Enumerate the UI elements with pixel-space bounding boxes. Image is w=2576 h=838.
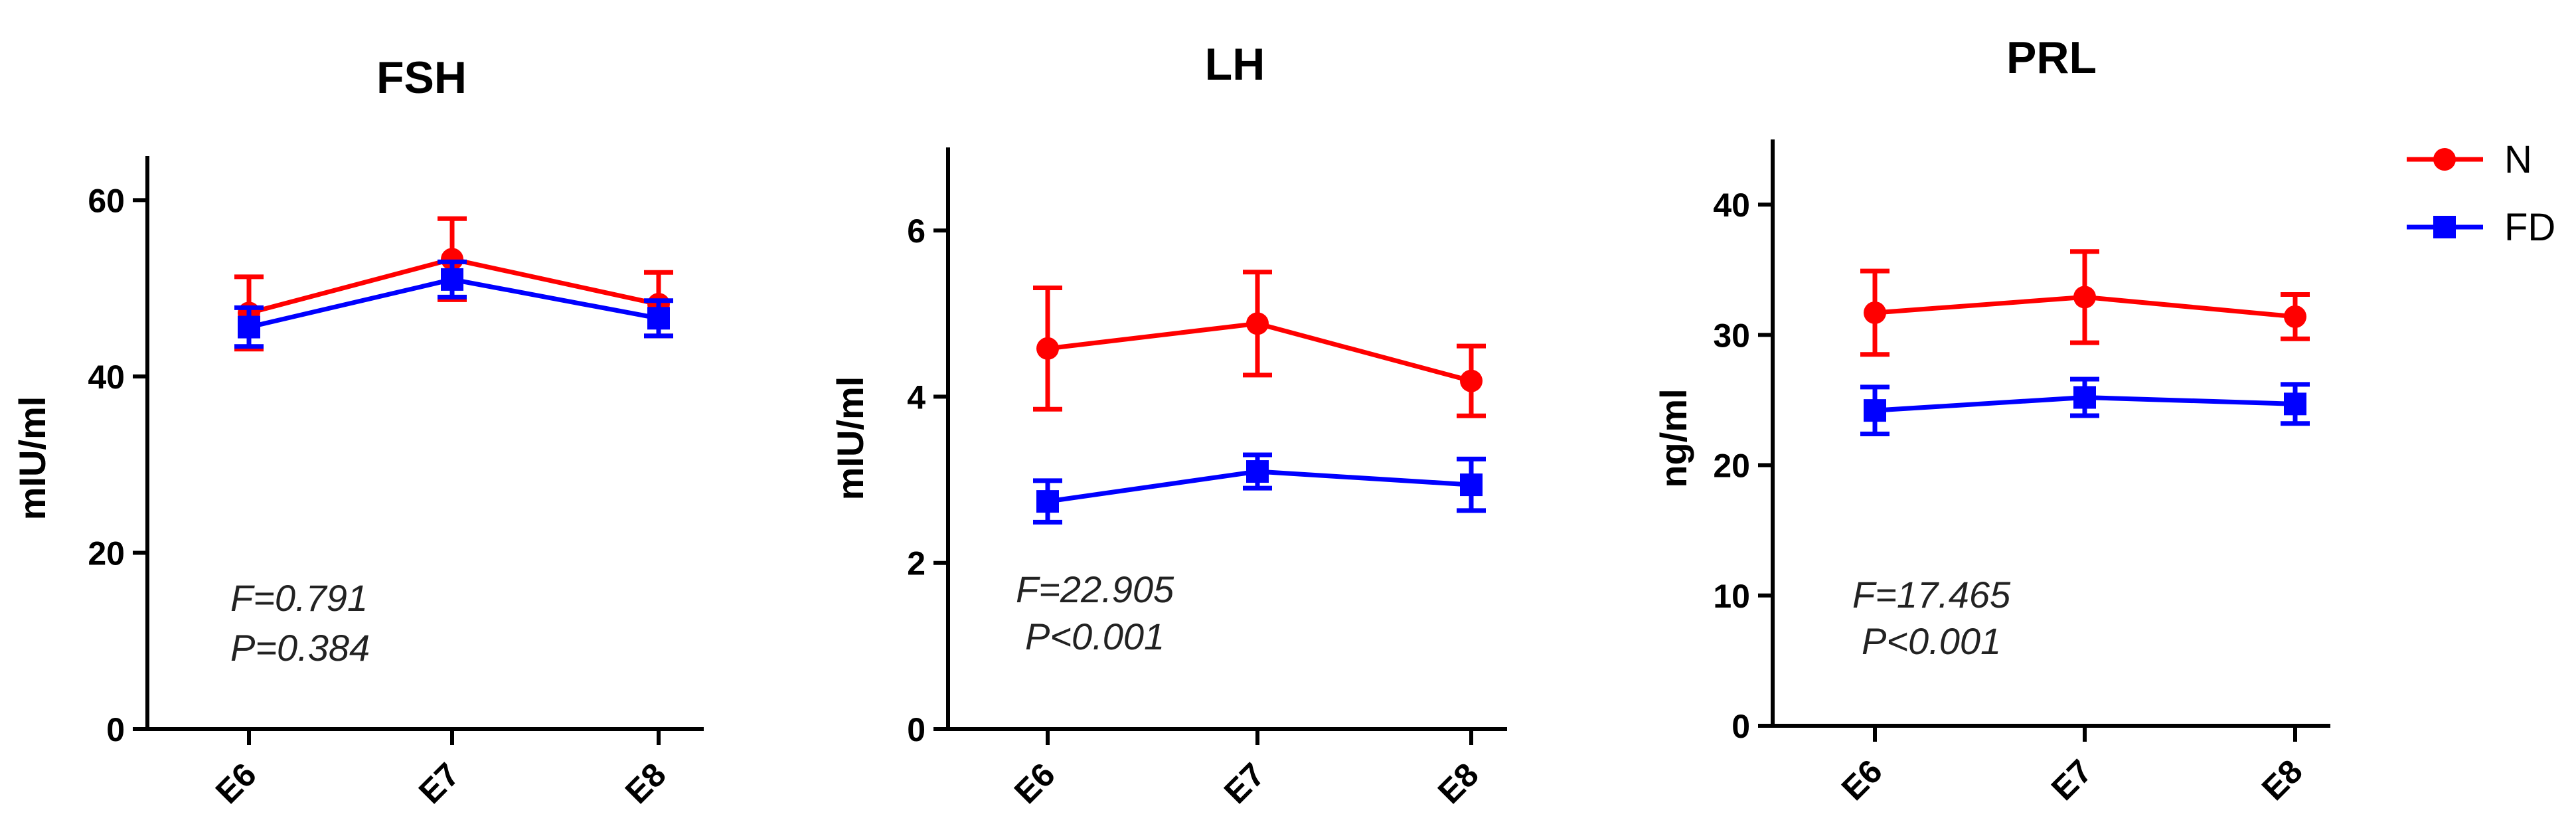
chart-title: PRL (2006, 33, 2097, 83)
stat-annotation: P<0.001 (1862, 620, 2001, 662)
panel-fsh: FSH mIU/ml 0 20 40 60 E6 E7 E8 F=0.791 P=0.384 (11, 52, 704, 811)
x-tick-label: E6 (208, 756, 264, 811)
data-point (1460, 369, 1483, 392)
data-point (647, 307, 670, 330)
series-fd (234, 259, 673, 349)
data-point (1246, 460, 1269, 483)
legend-item-fd: FD (2407, 206, 2555, 249)
y-tick-label: 0 (1731, 708, 1750, 745)
chart-title: LH (1205, 39, 1265, 90)
y-tick-label: 2 (907, 545, 926, 582)
stat-annotation: P=0.384 (230, 627, 370, 669)
y-tick-label: 40 (88, 359, 125, 396)
x-tick-label: E6 (1007, 756, 1062, 811)
data-point (238, 315, 260, 339)
y-tick-label: 60 (88, 182, 125, 219)
y-tick-label: 0 (907, 711, 926, 748)
data-point (1246, 312, 1269, 335)
y-tick-label: 40 (1713, 187, 1750, 224)
x-tick-label: E8 (1431, 756, 1486, 811)
y-axis-label: ng/ml (1652, 388, 1694, 487)
legend-marker (2433, 148, 2456, 171)
y-tick-label: 4 (907, 378, 926, 416)
y-tick-label: 6 (907, 212, 926, 250)
y-tick-label: 20 (88, 535, 125, 572)
legend-item-n: N (2407, 138, 2532, 181)
stat-annotation: P<0.001 (1025, 616, 1165, 657)
data-point (1460, 473, 1483, 497)
x-tick-label: E8 (618, 756, 673, 811)
series-n (1033, 270, 1486, 418)
panel-lh: LH mIU/ml 0 2 4 6 E6 E7 E8 F=22.905 P<0.001 (829, 39, 1507, 811)
legend-marker (2433, 216, 2456, 238)
x-tick-label: E7 (412, 756, 467, 811)
data-point (2284, 305, 2306, 328)
y-tick-label: 0 (106, 711, 125, 748)
series-fd (1033, 452, 1486, 525)
y-axis-label: mIU/ml (11, 396, 53, 521)
y-axis-label: mIU/ml (829, 377, 871, 501)
y-tick-label: 30 (1713, 317, 1750, 354)
x-tick-label: E7 (2044, 752, 2099, 807)
chart-title: FSH (376, 52, 467, 103)
legend: N FD (2407, 138, 2555, 249)
data-point (2073, 286, 2096, 309)
stat-annotation: F=22.905 (1016, 568, 1174, 610)
data-point (2284, 392, 2306, 416)
x-tick-label: E6 (1834, 752, 1890, 807)
data-point (441, 248, 463, 271)
data-point (2073, 386, 2096, 409)
data-point (1864, 399, 1886, 422)
series-n (1860, 249, 2310, 357)
x-tick-label: E8 (2255, 752, 2310, 807)
data-point (1036, 490, 1059, 513)
data-point (1036, 337, 1059, 360)
stat-annotation: F=17.465 (1852, 574, 2011, 616)
y-tick-label: 10 (1713, 578, 1750, 615)
legend-label: FD (2504, 206, 2555, 249)
data-point (441, 268, 463, 291)
series-fd (1860, 377, 2310, 436)
x-tick-label: E7 (1217, 756, 1272, 811)
stat-annotation: F=0.791 (230, 577, 368, 619)
legend-label: N (2504, 138, 2532, 181)
data-point (1864, 301, 1886, 324)
y-tick-label: 20 (1713, 448, 1750, 485)
